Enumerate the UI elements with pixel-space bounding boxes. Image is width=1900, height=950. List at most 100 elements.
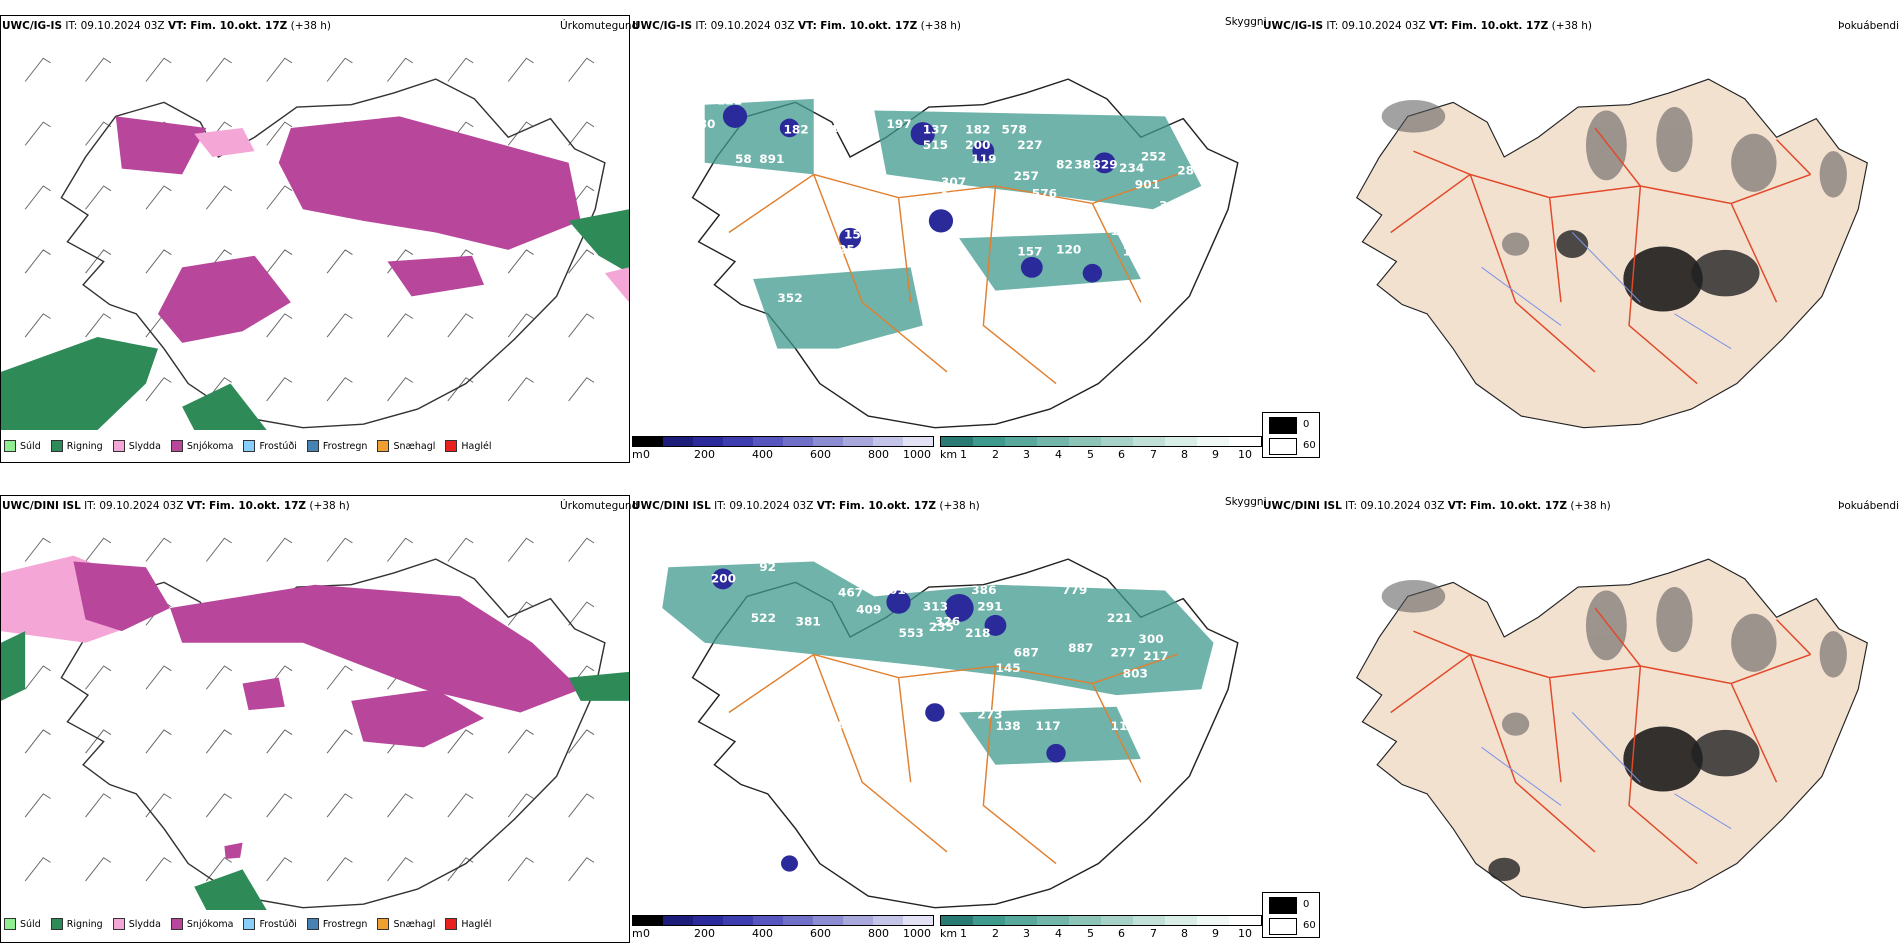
vis-tick: 6 xyxy=(1118,927,1125,940)
legend-item: Snæhagl xyxy=(377,918,435,930)
fog-scale-bottom: 0 60 xyxy=(1262,892,1320,938)
svg-text:65: 65 xyxy=(753,88,770,102)
legend-item: Súld xyxy=(4,440,41,452)
svg-text:381: 381 xyxy=(796,615,821,629)
precip-map-bottom xyxy=(1,537,629,910)
svg-text:32: 32 xyxy=(983,219,1000,233)
visibility-colorbar-top xyxy=(940,436,1262,447)
svg-text:254: 254 xyxy=(838,243,863,257)
ceiling-colorbar-top xyxy=(632,436,934,447)
svg-text:576: 576 xyxy=(1032,187,1057,201)
visibility-colorbar-bottom xyxy=(940,915,1262,926)
svg-text:234: 234 xyxy=(1119,161,1144,175)
vis-tick: 10 xyxy=(1238,448,1252,461)
legend-swatch xyxy=(112,440,125,452)
legend-swatch xyxy=(445,440,458,452)
svg-text:578: 578 xyxy=(1002,123,1027,137)
svg-text:257: 257 xyxy=(1014,169,1039,183)
svg-text:235: 235 xyxy=(929,620,954,634)
svg-text:62: 62 xyxy=(1080,690,1097,704)
svg-text:901: 901 xyxy=(1135,178,1160,192)
svg-text:252: 252 xyxy=(1141,150,1166,164)
fog-scale-white xyxy=(1269,918,1297,935)
fog-label-bottom: Þokuábendi xyxy=(1838,500,1899,512)
svg-text:467: 467 xyxy=(838,586,863,600)
legend-item: Haglél xyxy=(445,440,492,452)
svg-text:217: 217 xyxy=(1143,649,1168,663)
legend-swatch xyxy=(170,440,183,452)
legend-item: Haglél xyxy=(445,918,492,930)
svg-text:111: 111 xyxy=(1123,245,1148,259)
visibility-label-top: Skyggni xyxy=(1225,16,1267,28)
svg-text:300: 300 xyxy=(1138,632,1163,646)
vis-tick: 8 xyxy=(1181,927,1188,940)
svg-text:40: 40 xyxy=(829,123,846,137)
cloud-numbers-top: 121 65 80 182 58 891 40 10 197 137 182 5… xyxy=(699,88,1225,305)
fog-title-top: UWC/IG-IS IT: 09.10.2024 03Z VT: Fim. 10… xyxy=(1263,20,1592,32)
precip-title-bottom: UWC/DINI ISL IT: 09.10.2024 03Z VT: Fim.… xyxy=(2,500,350,512)
ceiling-tick: 200 xyxy=(694,448,715,461)
svg-text:200: 200 xyxy=(965,138,990,152)
svg-text:182: 182 xyxy=(965,123,990,137)
svg-text:193: 193 xyxy=(860,847,885,861)
svg-text:280: 280 xyxy=(1177,164,1202,178)
svg-text:313: 313 xyxy=(923,599,948,613)
precip-panel-bottom xyxy=(0,495,630,943)
ceiling-tick: 800 xyxy=(868,927,889,940)
legend-item: Snæhagl xyxy=(377,440,435,452)
legend-swatch xyxy=(243,918,256,930)
vis-tick: 1 xyxy=(960,448,967,461)
svg-text:80: 80 xyxy=(699,117,716,131)
legend-swatch xyxy=(306,918,319,930)
ceiling-tick: 1000 xyxy=(903,448,931,461)
legend-swatch xyxy=(4,440,16,452)
svg-text:145: 145 xyxy=(995,661,1020,675)
vis-tick: 6 xyxy=(1118,448,1125,461)
precip-title-top: UWC/IG-IS IT: 09.10.2024 03Z VT: Fim. 10… xyxy=(2,20,331,32)
legend-swatch xyxy=(445,918,458,930)
svg-text:116: 116 xyxy=(957,219,982,233)
svg-text:58: 58 xyxy=(735,152,752,166)
svg-text:829: 829 xyxy=(1092,158,1117,172)
legend-swatch xyxy=(243,440,256,452)
svg-text:197: 197 xyxy=(886,117,911,131)
svg-text:157: 157 xyxy=(844,228,869,242)
svg-text:190: 190 xyxy=(1111,224,1136,238)
vis-tick: 3 xyxy=(1023,927,1030,940)
ceiling-unit-top: m xyxy=(632,448,643,461)
legend-item: Frostúði xyxy=(243,440,297,452)
svg-text:553: 553 xyxy=(899,626,924,640)
ceiling-tick: 1000 xyxy=(903,927,931,940)
legend-swatch xyxy=(50,440,63,452)
cloud-title-top: UWC/IG-IS IT: 09.10.2024 03Z VT: Fim. 10… xyxy=(632,20,961,32)
legend-swatch xyxy=(170,918,183,930)
svg-text:121: 121 xyxy=(717,94,742,108)
svg-text:779: 779 xyxy=(1062,583,1087,597)
legend-swatch xyxy=(112,918,125,930)
svg-text:10: 10 xyxy=(848,135,865,149)
fog-map-top xyxy=(1356,78,1868,429)
svg-text:330: 330 xyxy=(1199,178,1224,192)
legend-item: Frostúði xyxy=(243,918,297,930)
svg-text:182: 182 xyxy=(783,123,808,137)
legend-item: Slydda xyxy=(112,918,161,930)
ceiling-unit-bottom: m xyxy=(632,927,643,940)
svg-text:887: 887 xyxy=(1068,641,1093,655)
vis-tick: 7 xyxy=(1150,448,1157,461)
ceiling-tick: 600 xyxy=(810,448,831,461)
svg-text:891: 891 xyxy=(759,152,784,166)
visibility-label-bottom: Skyggni xyxy=(1225,496,1267,508)
ceiling-tick: 400 xyxy=(752,448,773,461)
legend-swatch xyxy=(50,918,63,930)
svg-text:160: 160 xyxy=(1020,202,1045,216)
fog-scale-top: 0 60 xyxy=(1262,412,1320,458)
svg-text:221: 221 xyxy=(1107,611,1132,625)
svg-text:409: 409 xyxy=(856,603,881,617)
vis-tick: 9 xyxy=(1212,448,1219,461)
ceiling-tick: 600 xyxy=(810,927,831,940)
visibility-unit-bottom: km xyxy=(940,927,958,940)
svg-text:38: 38 xyxy=(1074,158,1091,172)
fog-label-top: Þokuábendi xyxy=(1838,20,1899,32)
svg-text:386: 386 xyxy=(971,583,996,597)
svg-text:143: 143 xyxy=(826,719,851,733)
